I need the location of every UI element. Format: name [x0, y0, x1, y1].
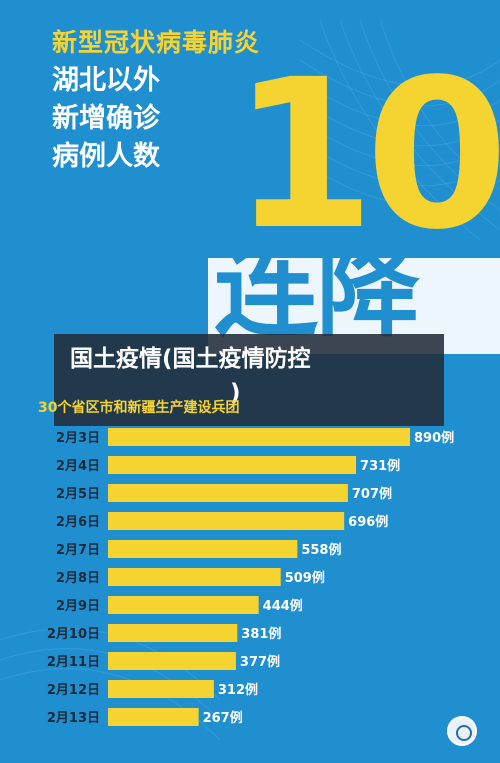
value-label: 696例 — [348, 514, 388, 530]
overlay-title: 国土疫情(国土疫情防控 ) — [70, 342, 430, 410]
value-label: 890例 — [414, 430, 454, 446]
overlay-banner — [54, 334, 444, 426]
emblem-icon — [447, 716, 477, 746]
bar — [108, 680, 214, 698]
headline-line4: 病例人数 — [52, 141, 160, 172]
bar — [108, 708, 199, 726]
overlay-title-line1: 国土疫情(国土疫情防控 — [70, 346, 311, 372]
bar — [108, 428, 410, 446]
category-label: 2月7日 — [56, 543, 100, 558]
headline-line3: 新增确诊 — [52, 103, 160, 134]
category-label: 2月5日 — [56, 487, 100, 502]
value-label: 444例 — [263, 598, 303, 614]
overlay-title-line2: ) — [230, 380, 241, 406]
big-number: 10 — [232, 35, 500, 275]
category-label: 2月4日 — [56, 459, 100, 474]
value-label: 558例 — [301, 542, 341, 558]
category-label: 2月8日 — [56, 571, 100, 586]
value-label: 509例 — [285, 570, 325, 586]
category-label: 2月10日 — [47, 627, 100, 642]
bar — [108, 596, 259, 614]
bar — [108, 512, 345, 530]
category-label: 2月13日 — [47, 711, 100, 726]
bar — [108, 568, 281, 586]
headline-line1: 新型冠状病毒肺炎 — [52, 28, 261, 57]
bar-chart: 2月3日 890例 2月4日 731例 2月5日 707例 2月6日 696例 2月7日 558例… — [47, 428, 454, 726]
headline-line2: 湖北以外 — [52, 65, 160, 96]
category-label: 2月6日 — [56, 515, 100, 530]
big-word: 连降 — [214, 229, 420, 351]
category-label: 2月11日 — [47, 655, 100, 670]
value-label: 707例 — [352, 486, 392, 502]
category-label: 2月3日 — [56, 431, 100, 446]
value-label: 381例 — [241, 626, 281, 642]
value-label: 312例 — [218, 682, 258, 698]
category-label: 2月12日 — [47, 683, 100, 698]
bar — [108, 484, 348, 502]
value-label: 267例 — [203, 710, 243, 726]
category-label: 2月9日 — [56, 599, 100, 614]
bar — [108, 456, 357, 474]
value-label: 731例 — [360, 458, 400, 474]
bar — [108, 540, 298, 558]
bar — [108, 652, 236, 670]
bar — [108, 624, 238, 642]
value-label: 377例 — [240, 654, 280, 670]
chart-subtitle: 30个省区市和新疆生产建设兵团 — [38, 400, 240, 416]
